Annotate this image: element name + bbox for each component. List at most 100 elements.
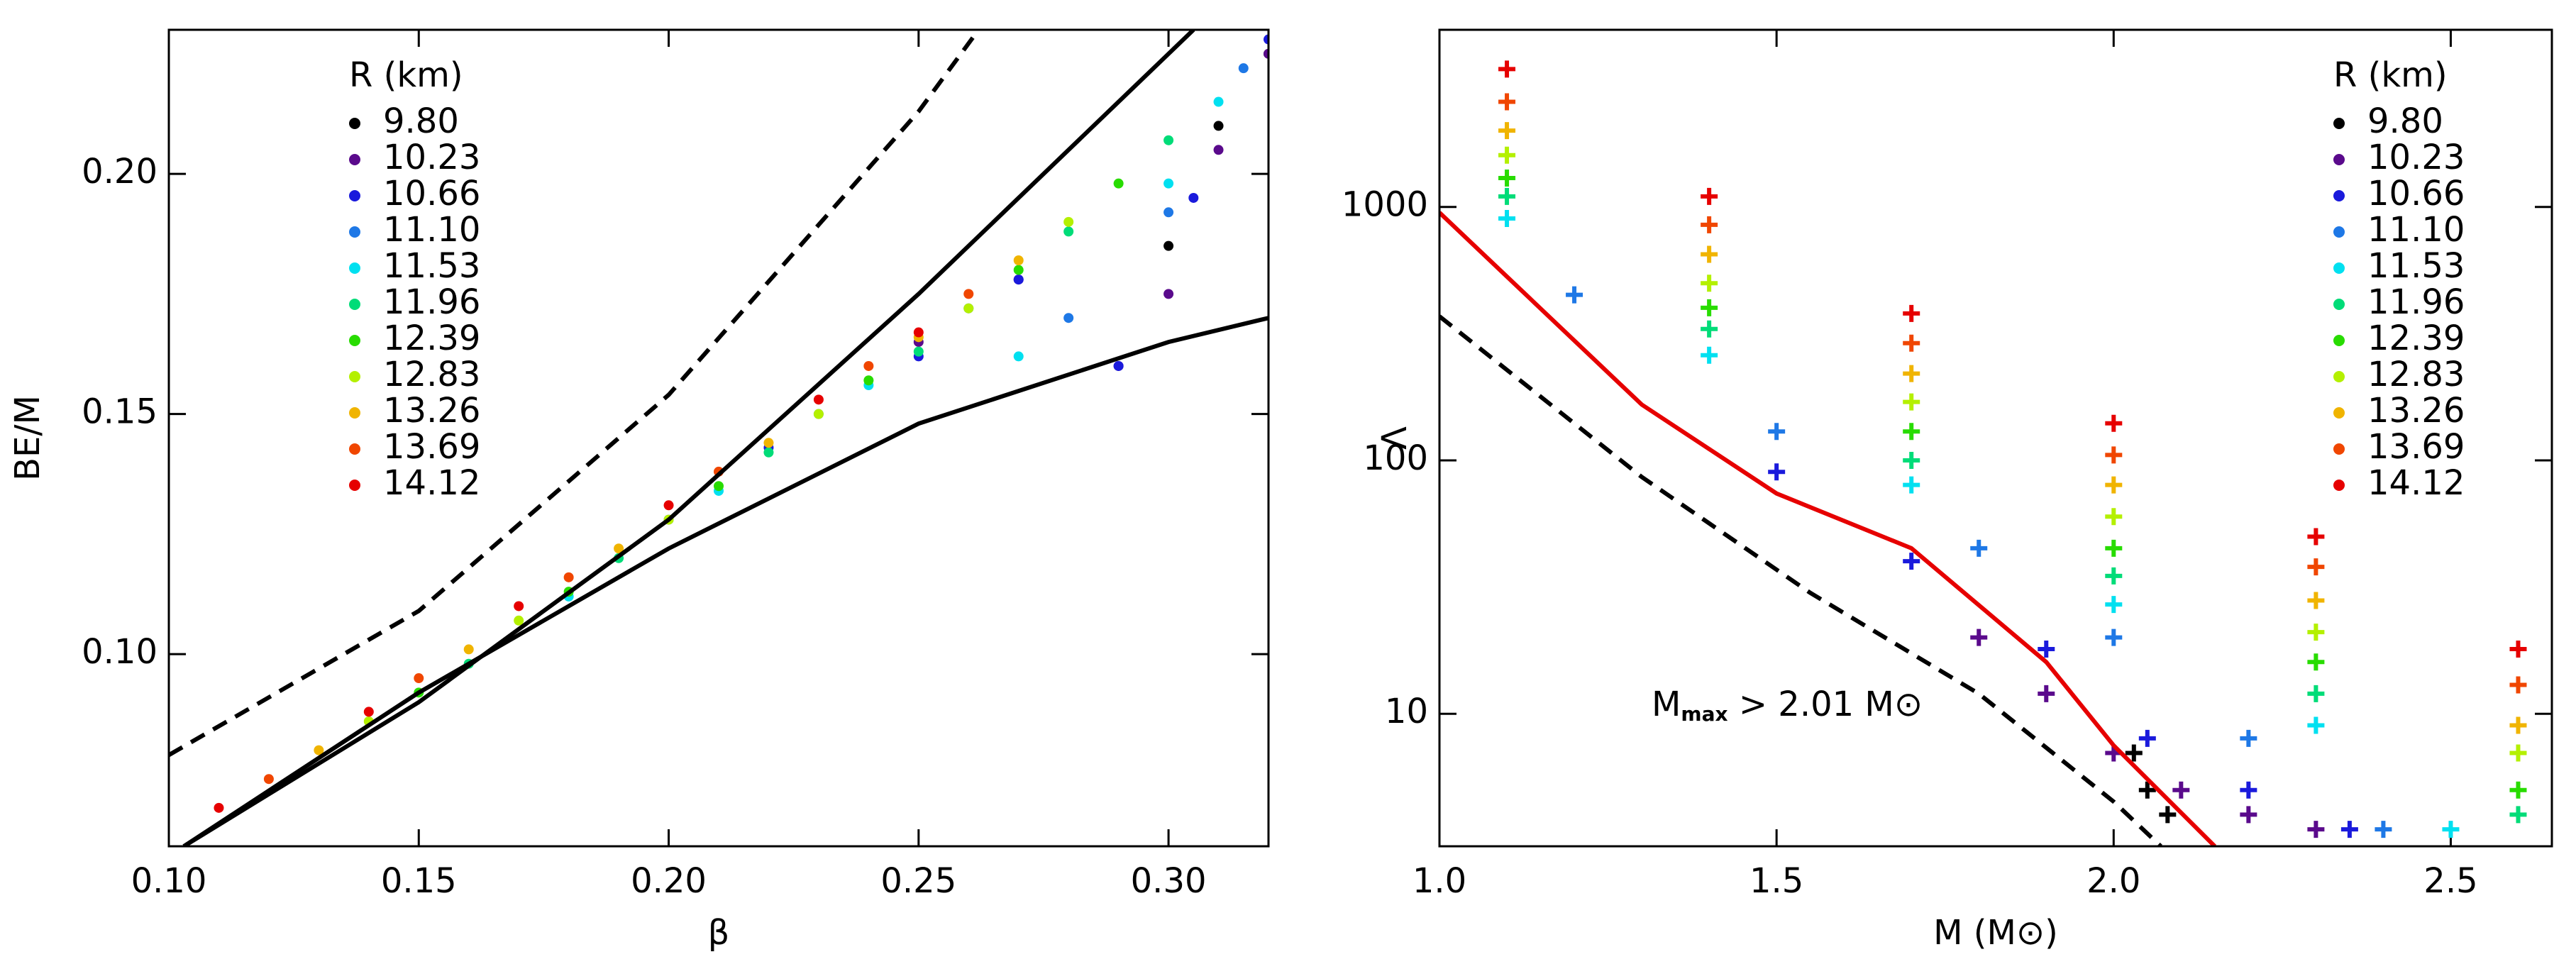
point <box>2509 716 2527 734</box>
point <box>1903 304 1920 322</box>
x-tick-label: 0.30 <box>1131 861 1207 901</box>
point <box>1498 122 1516 140</box>
annotation-rest: > 2.01 M⊙ <box>1728 685 1923 724</box>
x-tick-label: 0.20 <box>631 861 707 901</box>
point <box>1013 275 1024 285</box>
point <box>863 375 874 386</box>
point <box>314 745 324 755</box>
y-axis-label: BE/M <box>8 395 48 481</box>
legend-swatch <box>349 407 360 419</box>
legend-label: 12.39 <box>2367 319 2465 358</box>
point <box>563 572 574 582</box>
point <box>963 289 974 299</box>
point <box>2509 806 2527 824</box>
point <box>2307 528 2325 546</box>
point <box>813 409 824 419</box>
point <box>1264 48 1268 59</box>
point <box>514 615 524 626</box>
legend-label: 14.12 <box>2367 463 2465 503</box>
point <box>2105 508 2123 526</box>
point <box>1213 96 1224 107</box>
legend-swatch <box>2333 190 2345 201</box>
legend-swatch <box>349 154 360 165</box>
point <box>2307 624 2325 641</box>
point <box>2105 567 2123 585</box>
point <box>1063 313 1074 323</box>
point <box>2509 744 2527 762</box>
point <box>1498 93 1516 111</box>
point <box>2375 821 2392 838</box>
legend-label: 11.10 <box>383 210 480 250</box>
point <box>1238 63 1249 74</box>
point <box>913 327 924 338</box>
point <box>1498 146 1516 164</box>
x-axis-label: M (M⊙) <box>1933 913 2058 953</box>
y-tick-label: 100 <box>1363 438 1428 478</box>
point <box>1903 393 1920 411</box>
point <box>1701 320 1718 338</box>
x-tick-label: 2.5 <box>2423 861 2477 901</box>
point <box>2038 685 2055 702</box>
point <box>1163 207 1174 218</box>
point <box>1768 423 1786 441</box>
point <box>2105 446 2123 464</box>
curve <box>182 316 1268 846</box>
point <box>614 543 624 554</box>
point <box>813 394 824 405</box>
point <box>2138 781 2156 799</box>
legend-title: R (km) <box>349 55 463 95</box>
curve <box>169 30 980 757</box>
point <box>1701 299 1718 316</box>
point <box>663 500 674 511</box>
legend-label: 13.26 <box>2367 391 2465 431</box>
curve <box>1439 314 2162 846</box>
legend-swatch <box>349 371 360 382</box>
point <box>1498 187 1516 205</box>
point <box>514 601 524 611</box>
point <box>2159 806 2177 824</box>
point <box>1013 255 1024 265</box>
point <box>1498 210 1516 228</box>
point <box>1013 351 1024 362</box>
legend-label: 14.12 <box>383 463 480 503</box>
x-tick-label: 1.5 <box>1749 861 1803 901</box>
legend-swatch <box>2333 480 2345 491</box>
point <box>1701 216 1718 233</box>
point <box>414 673 424 684</box>
legend-swatch <box>349 118 360 129</box>
point <box>863 360 874 371</box>
legend-swatch <box>349 226 360 238</box>
legend-swatch <box>2333 443 2345 455</box>
x-tick-label: 0.25 <box>880 861 956 901</box>
plot-area <box>1439 60 2527 846</box>
point <box>1213 121 1224 131</box>
point <box>1498 170 1516 187</box>
legend-label: 11.10 <box>2367 210 2465 250</box>
point <box>1013 265 1024 275</box>
legend-swatch <box>2333 262 2345 274</box>
point <box>1213 145 1224 155</box>
point <box>763 438 774 448</box>
x-tick-label: 0.10 <box>131 861 207 901</box>
point <box>1163 178 1174 189</box>
legend-swatch <box>2333 371 2345 382</box>
legend-label: 13.26 <box>383 391 480 431</box>
legend-label: 13.69 <box>383 427 480 467</box>
legend-label: 10.23 <box>2367 138 2465 177</box>
point <box>1903 476 1920 494</box>
annotation-main: M <box>1652 685 1681 724</box>
point <box>2105 596 2123 614</box>
point <box>1701 187 1718 205</box>
legend-label: 11.96 <box>2367 282 2465 322</box>
annotation-sub: max <box>1681 702 1728 726</box>
point <box>263 774 274 785</box>
point <box>2307 821 2325 838</box>
point <box>214 802 224 813</box>
plot-frame <box>1438 28 2553 848</box>
legend-label: 10.23 <box>383 138 480 177</box>
point <box>2125 744 2143 762</box>
curve <box>182 30 1195 846</box>
point <box>2105 414 2123 432</box>
